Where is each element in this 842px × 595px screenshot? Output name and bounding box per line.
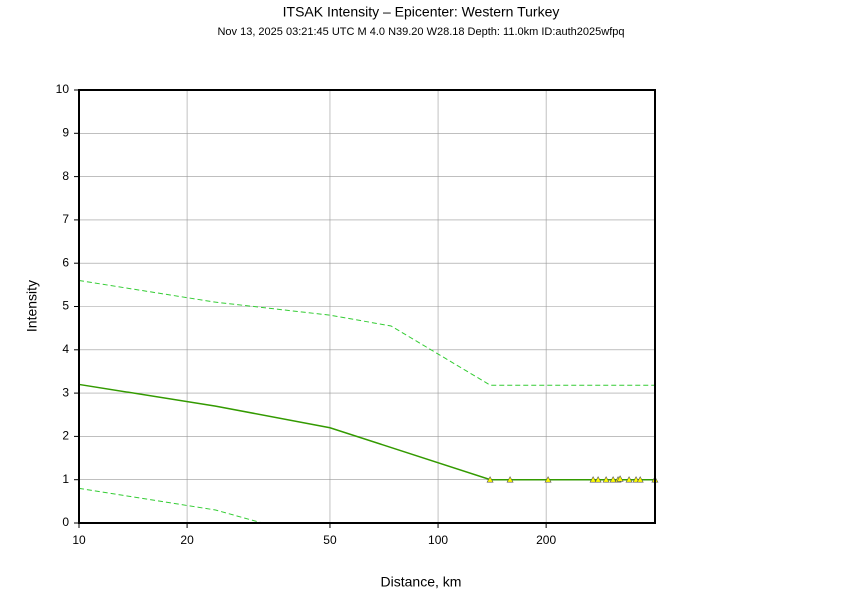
station-marker xyxy=(632,476,640,483)
x-tick-label: 200 xyxy=(536,533,556,547)
y-tick-label: 3 xyxy=(62,385,69,399)
y-tick-label: 8 xyxy=(62,169,69,183)
station-marker xyxy=(486,476,494,483)
station-marker xyxy=(602,476,610,483)
median-line xyxy=(78,383,655,481)
y-tick-label: 6 xyxy=(62,255,69,269)
y-tick-label: 9 xyxy=(62,125,69,139)
x-tick-label: 50 xyxy=(323,533,337,547)
station-marker xyxy=(594,476,602,483)
x-axis-label: Distance, km xyxy=(381,574,462,590)
station-marker xyxy=(625,476,633,483)
station-marker xyxy=(616,475,624,482)
station-marker xyxy=(544,476,552,483)
y-tick-label: 4 xyxy=(62,342,69,356)
x-tick-label: 10 xyxy=(72,533,86,547)
station-marker xyxy=(589,476,597,483)
y-tick-label: 1 xyxy=(62,472,69,486)
y-axis-label: Intensity xyxy=(24,280,40,332)
bound-line xyxy=(78,487,263,524)
y-tick-label: 10 xyxy=(56,82,70,96)
bound-line xyxy=(78,280,655,386)
y-tick-label: 2 xyxy=(62,429,69,443)
y-tick-label: 5 xyxy=(62,299,69,313)
station-marker xyxy=(609,476,617,483)
y-tick-label: 0 xyxy=(62,515,69,529)
plot-frame xyxy=(78,89,656,524)
x-tick-label: 20 xyxy=(180,533,194,547)
chart-subtitle: Nov 13, 2025 03:21:45 UTC M 4.0 N39.20 W… xyxy=(217,26,624,38)
chart-title: ITSAK Intensity – Epicenter: Western Tur… xyxy=(283,4,560,20)
y-tick-label: 7 xyxy=(62,212,69,226)
x-tick-label: 100 xyxy=(428,533,448,547)
station-marker xyxy=(636,476,644,483)
station-marker xyxy=(506,476,514,483)
